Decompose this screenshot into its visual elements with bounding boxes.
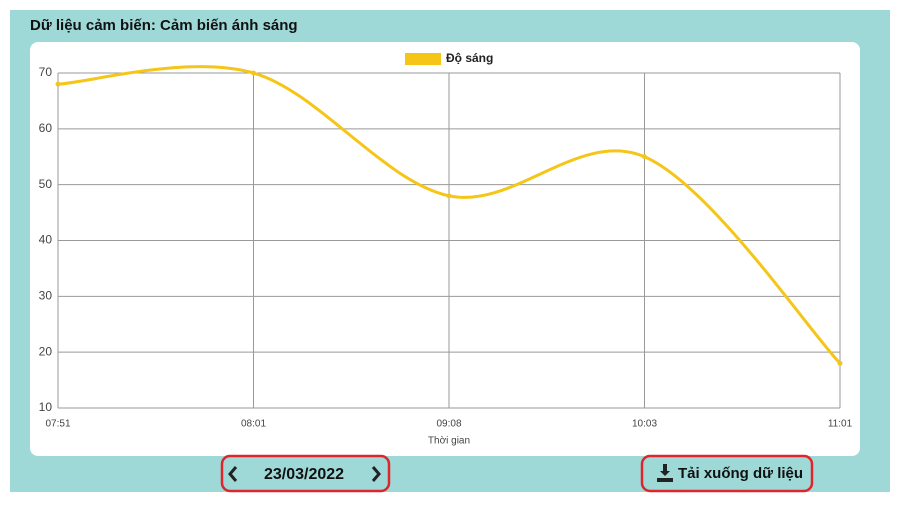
point [55, 81, 61, 87]
chart-card [30, 42, 860, 456]
legend-swatch [405, 53, 441, 65]
point [446, 193, 452, 199]
y-tick-label: 10 [39, 400, 53, 414]
y-tick-label: 20 [39, 344, 53, 358]
button-border [640, 454, 814, 493]
legend-label: Độ sáng [446, 51, 493, 65]
x-axis-label: Thời gian [428, 436, 470, 447]
download-icon [657, 464, 673, 482]
date-label: 23/03/2022 [264, 466, 344, 483]
y-tick-label: 50 [39, 177, 53, 191]
y-tick-label: 30 [39, 289, 53, 303]
date-navigator[interactable]: 23/03/2022 [220, 454, 391, 493]
download-label: Tải xuống dữ liệu [678, 465, 803, 482]
point [642, 154, 647, 160]
next-arrow[interactable] [371, 466, 381, 482]
x-tick-label: 07:51 [45, 419, 70, 430]
y-tick-label: 70 [39, 65, 53, 79]
x-tick-label: 08:01 [241, 419, 266, 430]
y-tick-label: 40 [39, 233, 53, 247]
y-tick-label: 60 [39, 121, 53, 135]
chart: 10 20 30 40 50 60 70 07:51 08:01 09:08 10:03 11:01 T… [39, 51, 853, 446]
x-tick-label: 09:08 [436, 419, 461, 430]
download-button[interactable]: Tải xuống dữ liệu [640, 454, 814, 493]
point [251, 70, 256, 76]
navigator-border [220, 454, 391, 493]
x-tick-label: 11:01 [828, 419, 853, 430]
x-tick-label: 10:03 [632, 419, 657, 430]
prev-arrow[interactable] [228, 466, 238, 482]
line [57, 65, 842, 365]
page-title: Dữ liệu cảm biến: Cảm biến ánh sáng [30, 17, 298, 34]
point [837, 360, 843, 366]
